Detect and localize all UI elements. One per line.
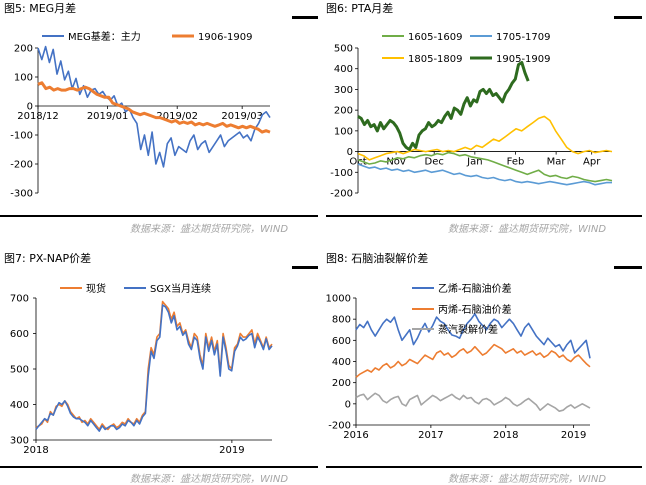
source-note: 数据来源：盛达期货研究院，WIND xyxy=(130,474,289,485)
series-line xyxy=(357,151,613,183)
y-tick-label: 400 xyxy=(334,64,353,75)
header-rule xyxy=(292,266,318,269)
y-tick-label: -200 xyxy=(328,421,351,432)
legend-label: SGX当月连续 xyxy=(150,282,211,295)
y-tick-label: 400 xyxy=(332,357,351,368)
x-tick-label: 2017 xyxy=(418,430,443,441)
y-tick-label: 600 xyxy=(332,336,351,347)
series-line xyxy=(355,313,591,359)
x-tick-label: 2019/01 xyxy=(87,111,129,122)
legend-label: 1905-1909 xyxy=(496,54,551,65)
y-tick-label: -100 xyxy=(330,168,353,179)
x-tick-label: 2019 xyxy=(219,445,244,456)
y-tick-label: 200 xyxy=(332,378,351,389)
legend-label: 乙烯-石脑油价差 xyxy=(438,282,512,295)
footer-rule xyxy=(0,215,318,217)
y-tick-label: 0 xyxy=(347,147,353,158)
source-note: 数据来源：盛达期货研究院，WIND xyxy=(448,474,607,485)
y-tick-label: -200 xyxy=(330,189,353,200)
legend-label: MEG基差：主力 xyxy=(68,30,141,43)
series-line xyxy=(37,45,271,168)
chart-title-naphtha: 图8: 石脑油裂解价差 xyxy=(326,252,429,265)
x-tick-label: 2016 xyxy=(343,430,368,441)
y-tick-label: 200 xyxy=(14,44,33,55)
y-tick-label: 400 xyxy=(10,400,29,411)
y-tick-label: 500 xyxy=(10,365,29,376)
y-tick-label: -200 xyxy=(10,160,33,171)
legend-label: 蒸汽裂解价差 xyxy=(438,323,498,336)
x-tick-label: Apr xyxy=(583,157,601,168)
x-tick-label: 2019 xyxy=(561,430,586,441)
y-tick-label: 0 xyxy=(27,102,33,113)
header-rule xyxy=(614,16,642,19)
chart-title-meg: 图5: MEG月差 xyxy=(4,2,77,15)
x-tick-label: 2019/03 xyxy=(221,111,263,122)
x-tick-label: Nov xyxy=(386,157,406,168)
x-tick-label: Feb xyxy=(507,157,525,168)
series-line xyxy=(355,343,591,379)
y-tick-label: 1000 xyxy=(326,294,351,305)
x-tick-label: Oct xyxy=(349,157,366,168)
y-tick-label: 300 xyxy=(10,436,29,447)
x-tick-label: 2018 xyxy=(493,430,518,441)
series-line xyxy=(357,61,530,151)
y-tick-label: 100 xyxy=(334,126,353,137)
y-tick-label: -100 xyxy=(10,131,33,142)
chart-title-px-nap: 图7: PX-NAP价差 xyxy=(4,252,92,265)
y-tick-label: -300 xyxy=(10,189,33,200)
legend-label: 现货 xyxy=(86,282,106,295)
x-tick-label: Mar xyxy=(547,157,567,168)
series-line xyxy=(357,163,612,186)
y-tick-label: 200 xyxy=(334,106,353,117)
chart-title-pta: 图6: PTA月差 xyxy=(326,2,394,15)
y-tick-label: 100 xyxy=(14,73,33,84)
legend-label: 丙烯-石脑油价差 xyxy=(438,303,512,316)
legend-label: 1605-1609 xyxy=(408,32,463,43)
x-tick-label: Dec xyxy=(425,157,444,168)
y-tick-label: 0 xyxy=(345,399,351,410)
y-tick-label: 500 xyxy=(334,44,353,55)
header-rule xyxy=(292,16,318,19)
x-tick-label: 2019/02 xyxy=(156,111,198,122)
legend-label: 1705-1709 xyxy=(496,32,551,43)
legend-label: 1906-1909 xyxy=(198,32,253,43)
x-tick-label: 2018/12 xyxy=(17,111,59,122)
legend-label: 1805-1809 xyxy=(408,54,463,65)
series-line xyxy=(355,392,591,413)
series-line xyxy=(35,304,273,432)
y-tick-label: 800 xyxy=(332,315,351,326)
series-line xyxy=(37,81,271,134)
footer-rule xyxy=(326,466,642,468)
footer-rule xyxy=(0,466,318,468)
footer-rule xyxy=(326,215,642,217)
x-tick-label: Jan xyxy=(466,157,482,168)
y-tick-label: 600 xyxy=(10,329,29,340)
source-note: 数据来源：盛达期货研究院，WIND xyxy=(448,224,607,235)
series-line xyxy=(357,115,613,161)
series-line xyxy=(35,300,273,431)
y-tick-label: 300 xyxy=(334,85,353,96)
header-rule xyxy=(614,266,642,269)
source-note: 数据来源：盛达期货研究院，WIND xyxy=(130,224,289,235)
x-tick-label: 2018 xyxy=(23,445,48,456)
y-tick-label: 700 xyxy=(10,294,29,305)
